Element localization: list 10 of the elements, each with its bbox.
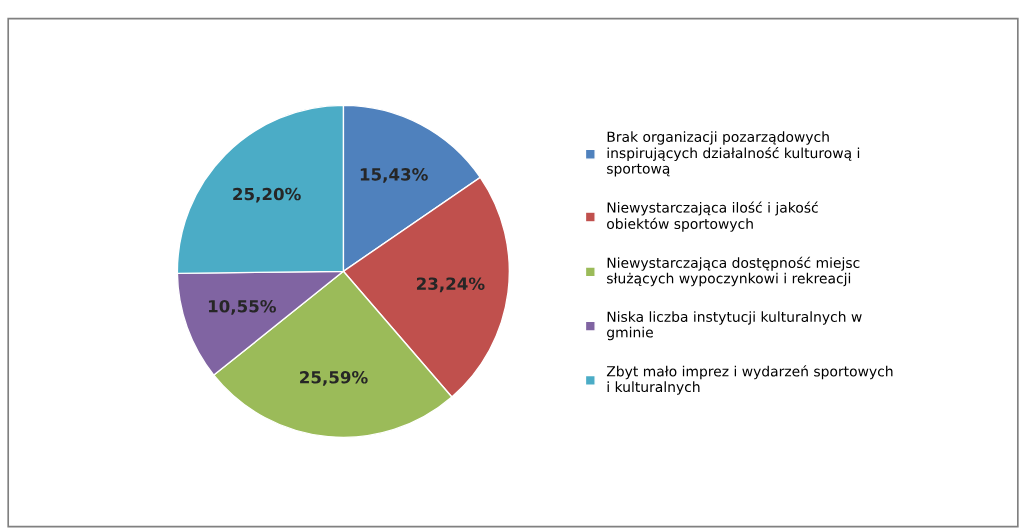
data-label: 25,59% [300,370,368,386]
legend-label: Niska liczba instytucji kulturalnych w gminie [607,311,862,341]
legend-label: Brak organizacji pozarządowych inspirujących działalność kulturową i sportową [607,131,860,177]
legend-label: Niewystarczająca ilość i jakość obiektów sportowych [607,201,818,232]
data-label: 23,24% [416,277,485,293]
data-label: 10,55% [208,299,276,315]
data-label: 25,20% [233,187,301,203]
legend-label: Niewystarczająca dostępność miejsc służących wypoczynkowi i rekreacji [607,256,860,287]
legend-label: Zbyt mało imprez i wydarzeń sportowych i kulturalnych [606,365,893,395]
data-label: 15,43% [360,168,428,183]
